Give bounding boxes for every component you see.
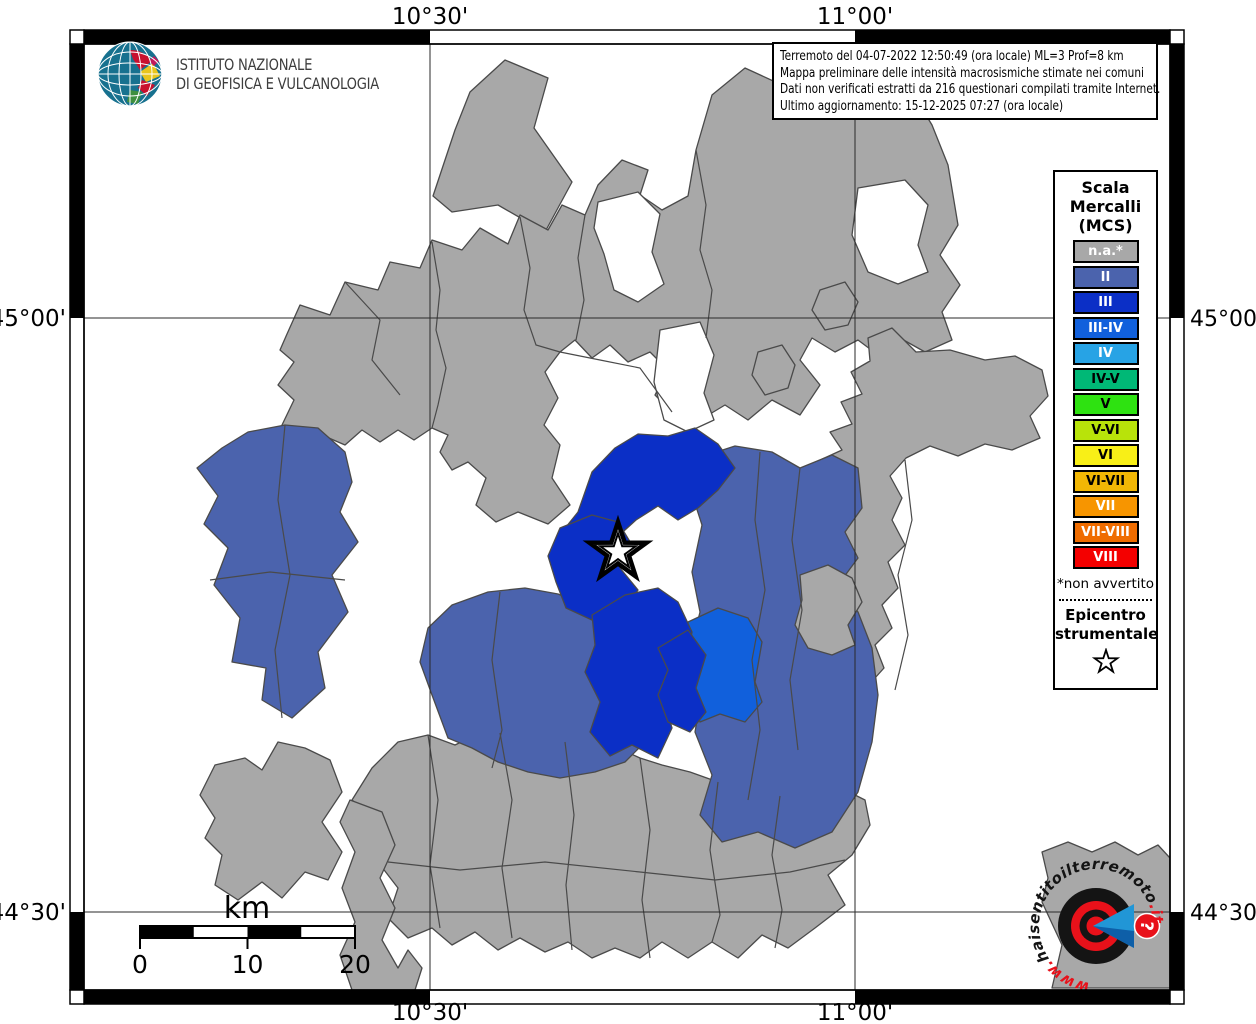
municipality-region	[199, 741, 343, 901]
municipality-boundary-line	[639, 859, 846, 881]
data-source-note: Dati non verificati estratti da 216 ques…	[780, 81, 1161, 97]
axis-top-lon-left: 10°30'	[392, 4, 468, 30]
logo-megaphone-shade	[1093, 926, 1134, 948]
event-title: Terremoto del 04-07-2022 12:50:49 (ora l…	[780, 48, 1124, 64]
legend-swatch-vii: VII	[1072, 495, 1139, 518]
municipality-boundary-line	[789, 467, 803, 751]
axis-top-lon-right: 11°00'	[817, 4, 893, 30]
municipality-boundary-line	[747, 451, 766, 801]
map-description: Mappa preliminare delle intensità macros…	[780, 64, 1144, 81]
legend-item-list: n.a.* II III III-IV IV IV-V V V-VI VI VI-VII VII VI…	[1055, 240, 1156, 569]
municipality-boundary-line	[427, 734, 441, 929]
logo-text-tld: .it	[1145, 900, 1167, 924]
legend-swatch-vii-viii: VII-VIII	[1072, 520, 1139, 544]
municipality-boundary-line	[639, 757, 651, 959]
legend-swatch-iv-v: IV-V	[1072, 367, 1139, 391]
epicenter-star	[582, 514, 654, 583]
axis-left-lat-bottom: 44°30'	[0, 900, 66, 926]
legend-swatch-vi: VI	[1072, 444, 1139, 467]
municipality-boundary-line	[431, 241, 447, 429]
legend-footnote: *non avvertito	[1056, 576, 1155, 592]
axis-bottom-lon-left: 10°30'	[392, 1000, 468, 1024]
municipality-region	[432, 59, 573, 233]
legend-box: Scala Mercalli (MCS) n.a.* II III III-IV IV I…	[1053, 170, 1158, 690]
ingv-logo: ISTITUTO NAZIONALE DI GEOFISICA E VULCAN…	[96, 40, 424, 108]
legend-swatch-ii: II	[1072, 265, 1139, 289]
event-info-box: Terremoto del 04-07-2022 12:50:49 (ora l…	[772, 42, 1161, 120]
axis-labels: 10°30' 11°00' 10°30' 11°00' 45°00' 44°30…	[0, 4, 1256, 1024]
municipality-boundary-line	[274, 424, 291, 719]
legend-swatch-iii: III	[1072, 291, 1139, 314]
legend-title-line2: Mercalli	[1069, 197, 1142, 216]
municipality-boundary-line	[559, 351, 673, 413]
municipality-region	[657, 629, 707, 733]
legend-swatch-iv: IV	[1072, 342, 1139, 365]
municipality-boundary-line	[564, 741, 575, 951]
legend-title-line1: Scala	[1081, 178, 1130, 197]
legend-swatch-v: V	[1072, 393, 1139, 416]
scale-tick-0: 0	[132, 950, 148, 979]
municipality-boundary-line	[387, 861, 641, 873]
map-frame	[69, 29, 1185, 1005]
legend-swatch-vi-vii: VI-VII	[1072, 469, 1139, 493]
municipality-region	[593, 191, 665, 303]
municipality-region	[751, 344, 796, 396]
legend-separator	[1059, 599, 1152, 601]
epicenter-label-line2: strumentale	[1055, 625, 1159, 643]
legend-swatch-n-a-: n.a.*	[1072, 240, 1139, 263]
axis-right-lat-bottom: 44°30'	[1190, 901, 1256, 926]
municipality-region	[277, 67, 961, 525]
municipality-boundary-line	[499, 732, 513, 939]
municipality-boundary-line	[771, 795, 783, 949]
epicenter-label-line1: Epicentro	[1065, 606, 1146, 624]
municipality-boundary-line	[695, 149, 713, 339]
scale-tick-10: 10	[232, 950, 264, 979]
municipality-regions	[196, 59, 1170, 990]
scale-tick-20: 20	[339, 950, 371, 979]
municipality-boundary-line	[491, 591, 503, 769]
legend-swatch-v-vi: V-VI	[1072, 418, 1139, 442]
legend-title-line3: (MCS)	[1078, 216, 1133, 235]
axis-bottom-lon-right: 11°00'	[817, 1000, 893, 1024]
legend-swatch-iii-iv: III-IV	[1072, 316, 1139, 340]
municipality-boundary-line	[344, 281, 401, 396]
municipality-region	[419, 587, 646, 779]
municipality-boundary-line	[709, 781, 721, 943]
municipality-region	[339, 799, 423, 990]
scale-bar: km 0 10 20	[132, 891, 371, 979]
municipality-boundary-line	[894, 459, 913, 691]
scale-bar-unit: km	[224, 891, 271, 926]
municipality-boundary-line	[519, 216, 561, 353]
municipality-region	[851, 179, 929, 285]
municipality-boundary-line	[575, 214, 586, 341]
ingv-globe-icon	[97, 41, 163, 107]
ingv-name-line1: ISTITUTO NAZIONALE	[176, 55, 313, 74]
municipality-region	[653, 321, 715, 433]
question-badge	[1133, 912, 1161, 940]
municipality-region	[196, 424, 359, 719]
municipality-region	[794, 564, 863, 656]
ingv-name-line2: DI GEOFISICA E VULCANOLOGIA	[176, 74, 380, 93]
question-mark: ?	[1136, 920, 1157, 932]
axis-right-lat-top: 45°00'	[1190, 307, 1256, 332]
last-update: Ultimo aggiornamento: 15-12-2025 07:27 (…	[780, 97, 1064, 114]
axis-left-lat-top: 45°00'	[0, 306, 66, 332]
municipality-boundary-line	[209, 571, 346, 581]
legend-swatch-viii: VIII	[1072, 546, 1139, 569]
graticule	[84, 44, 1170, 990]
epicenter-star-icon	[1091, 647, 1120, 675]
